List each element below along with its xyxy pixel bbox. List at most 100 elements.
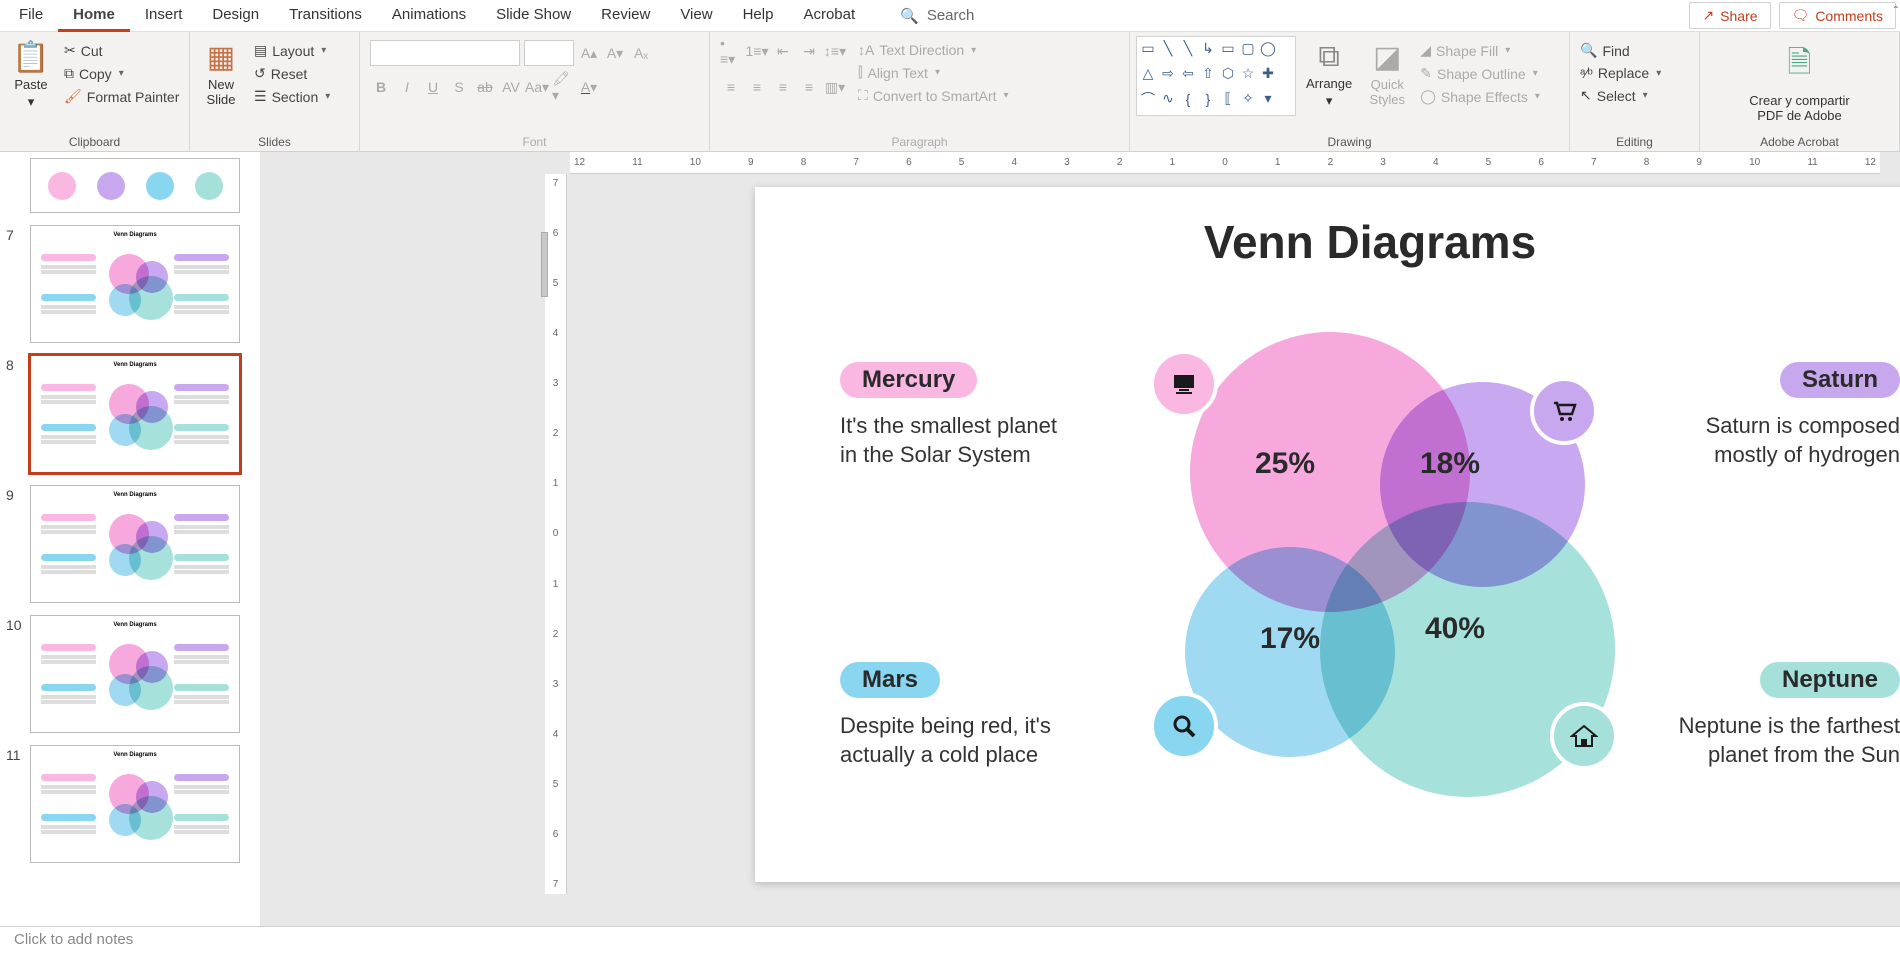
comments-icon: 🗨	[1792, 7, 1810, 24]
ribbon: 📋 Paste ▾ ✂Cut ⧉Copy▾ 🖌Format Painter Cl…	[0, 32, 1900, 152]
search-icon: 🔍	[900, 7, 919, 25]
desc-saturn: Saturn is composed mostly of hydrogen	[1660, 398, 1900, 469]
ribbon-group-drawing: ▭╲╲↳▭▢◯ △⇨⇦⇧⬡☆✚ ⌒∿{}⟦✧▾ ⧉ Arrange▾ ◪ Qui…	[1130, 32, 1570, 151]
slide-thumb-10[interactable]: Venn Diagrams	[30, 615, 240, 733]
share-label: Share	[1720, 8, 1757, 24]
menu-item-help[interactable]: Help	[728, 0, 789, 32]
menu-item-home[interactable]: Home	[58, 0, 130, 32]
shape-callout-icon[interactable]: ✧	[1239, 90, 1257, 108]
menu-item-slide-show[interactable]: Slide Show	[481, 0, 586, 32]
outline-icon: ✎	[1420, 65, 1432, 82]
thumbnail-panel[interactable]: 7Venn Diagrams8Venn Diagrams9Venn Diagra…	[0, 152, 260, 926]
shape-brace-l-icon[interactable]: {	[1179, 90, 1197, 108]
comments-button[interactable]: 🗨 Comments	[1779, 2, 1896, 29]
reset-button[interactable]: ↺Reset	[250, 63, 334, 84]
shape-banner-icon[interactable]: ⟦	[1219, 90, 1237, 108]
shape-roundrect-icon[interactable]: ▢	[1239, 39, 1257, 57]
underline-icon: U	[422, 76, 444, 98]
shape-line2-icon[interactable]: ╲	[1179, 39, 1197, 57]
notes-placeholder: Click to add notes	[14, 931, 133, 948]
paste-button[interactable]: 📋 Paste ▾	[6, 36, 56, 114]
shape-brace-r-icon[interactable]: }	[1199, 90, 1217, 108]
slide-thumb-9[interactable]: Venn Diagrams	[30, 485, 240, 603]
adobe-pdf-button[interactable]: 🗎 Crear y compartir PDF de Adobe	[1743, 36, 1855, 127]
slide-thumb-7[interactable]: Venn Diagrams	[30, 225, 240, 343]
slide-thumb-11[interactable]: Venn Diagrams	[30, 745, 240, 863]
shape-arrow-r-icon[interactable]: ⇨	[1159, 64, 1177, 82]
shape-line-icon[interactable]: ╲	[1159, 39, 1177, 57]
slide-thumb-8[interactable]: Venn Diagrams	[30, 355, 240, 473]
highlight-icon: 🖍▾	[552, 76, 574, 98]
shapes-gallery[interactable]: ▭╲╲↳▭▢◯ △⇨⇦⇧⬡☆✚ ⌒∿{}⟦✧▾	[1136, 36, 1296, 116]
menu-item-acrobat[interactable]: Acrobat	[788, 0, 870, 32]
adobe-group-label: Adobe Acrobat	[1706, 133, 1893, 151]
thumb-number: 9	[6, 487, 14, 503]
menu-item-transitions[interactable]: Transitions	[274, 0, 377, 32]
shape-connector-icon[interactable]: ↳	[1199, 39, 1217, 57]
info-mars[interactable]: MarsDespite being red, it's actually a c…	[840, 662, 1080, 769]
spacing-icon: AV	[500, 76, 522, 98]
editor-area: 7Venn Diagrams8Venn Diagrams9Venn Diagra…	[0, 152, 1900, 926]
search-placeholder: Search	[927, 7, 975, 24]
menu-item-review[interactable]: Review	[586, 0, 665, 32]
menu-item-file[interactable]: File	[4, 0, 58, 32]
slide-canvas[interactable]: Venn Diagrams MercuryIt's the smallest p…	[755, 187, 1900, 882]
slides-group-label: Slides	[196, 133, 353, 151]
reset-icon: ↺	[254, 65, 266, 82]
share-button[interactable]: ↗ Share	[1689, 2, 1770, 29]
indent-inc-icon: ⇥	[798, 40, 820, 62]
cut-button[interactable]: ✂Cut	[60, 40, 183, 61]
shape-oval-icon[interactable]: ◯	[1259, 39, 1277, 57]
shape-textbox-icon[interactable]: ▭	[1139, 39, 1157, 57]
arrange-button[interactable]: ⧉ Arrange▾	[1300, 36, 1358, 113]
slide-title[interactable]: Venn Diagrams	[755, 215, 1900, 269]
find-button[interactable]: 🔍Find	[1576, 40, 1665, 61]
ribbon-group-adobe: 🗎 Crear y compartir PDF de Adobe Adobe A…	[1700, 32, 1900, 151]
format-painter-button[interactable]: 🖌Format Painter	[60, 86, 183, 107]
shape-arrow-l-icon[interactable]: ⇦	[1179, 64, 1197, 82]
desc-mars: Despite being red, it's actually a cold …	[840, 712, 1080, 769]
monitor-icon	[1150, 350, 1218, 418]
collapse-ribbon-icon[interactable]: ˆ	[1894, 4, 1898, 18]
info-neptune[interactable]: NeptuneNeptune is the farthest planet fr…	[1660, 662, 1900, 769]
font-size-box	[524, 40, 574, 66]
shape-star-icon[interactable]: ☆	[1239, 64, 1257, 82]
shape-rect-icon[interactable]: ▭	[1219, 39, 1237, 57]
info-saturn[interactable]: SaturnSaturn is composed mostly of hydro…	[1660, 362, 1900, 469]
notes-panel[interactable]: Click to add notes	[0, 926, 1900, 956]
menu-item-view[interactable]: View	[665, 0, 727, 32]
line-spacing-icon: ↕≡▾	[824, 40, 846, 62]
venn-diagram[interactable]: 25%18%17%40%	[1135, 322, 1635, 792]
shape-arrow-u-icon[interactable]: ⇧	[1199, 64, 1217, 82]
text-direction-icon: ↕A	[858, 42, 874, 58]
menu-item-design[interactable]: Design	[197, 0, 274, 32]
layout-button[interactable]: ▤Layout▾	[250, 40, 334, 61]
shape-plus-icon[interactable]: ✚	[1259, 64, 1277, 82]
shape-free-icon[interactable]: ∿	[1159, 90, 1177, 108]
quick-styles-button: ◪ Quick Styles	[1362, 36, 1412, 111]
menu-item-insert[interactable]: Insert	[130, 0, 198, 32]
replace-button[interactable]: ᵃ⁄ᵇReplace▾	[1576, 63, 1665, 83]
paste-label: Paste	[14, 77, 47, 92]
paste-icon: 📋	[12, 40, 49, 75]
smartart-icon: ⛶	[858, 87, 868, 104]
shape-triangle-icon[interactable]: △	[1139, 64, 1157, 82]
shape-outline-button: ✎Shape Outline▾	[1416, 63, 1544, 84]
section-button[interactable]: ☰Section▾	[250, 86, 334, 107]
venn-percent: 25%	[1255, 447, 1315, 481]
shape-fill-button: ◢Shape Fill▾	[1416, 40, 1544, 61]
thumb-number: 7	[6, 227, 14, 243]
numbering-icon: 1≡▾	[746, 40, 768, 62]
shape-more-icon[interactable]: ▾	[1259, 90, 1277, 108]
menu-item-animations[interactable]: Animations	[377, 0, 481, 32]
info-mercury[interactable]: MercuryIt's the smallest planet in the S…	[840, 362, 1080, 469]
slide-thumb-partial[interactable]	[30, 158, 240, 213]
shape-hex-icon[interactable]: ⬡	[1219, 64, 1237, 82]
smartart-button: ⛶Convert to SmartArt▾	[854, 85, 1013, 106]
search-box[interactable]: 🔍 Search	[900, 7, 974, 25]
select-button[interactable]: ↖Select▾	[1576, 85, 1665, 106]
new-slide-button[interactable]: ▦ New Slide	[196, 36, 246, 111]
section-icon: ☰	[254, 88, 267, 105]
shape-curve-icon[interactable]: ⌒	[1139, 90, 1157, 108]
copy-button[interactable]: ⧉Copy▾	[60, 63, 183, 84]
